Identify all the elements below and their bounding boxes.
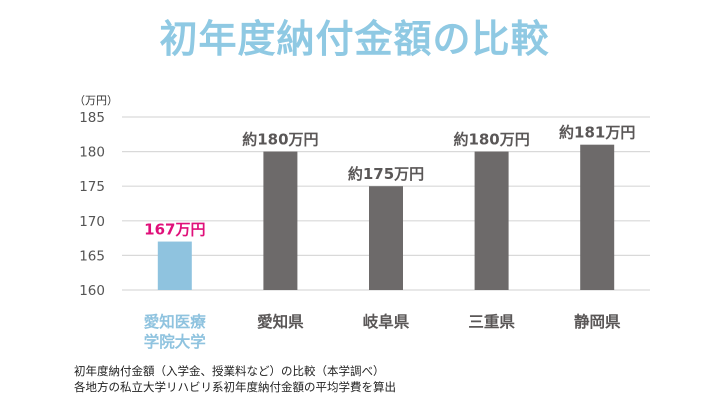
- data-label: 約175万円: [348, 165, 424, 183]
- x-tick-label: 愛知医療: [144, 312, 207, 331]
- footnotes: 初年度納付金額（入学金、授業料など）の比較（本学調べ） 各地方の私立大学リハビリ…: [74, 363, 396, 395]
- bar: [580, 144, 615, 290]
- data-label: 約180万円: [242, 131, 318, 149]
- data-label: 167万円: [144, 221, 205, 239]
- y-tick-label: 185: [79, 110, 105, 126]
- x-tick-label: 愛知県: [257, 312, 304, 331]
- y-tick-label: 165: [79, 248, 105, 264]
- bar: [263, 151, 298, 290]
- y-tick-label: 170: [79, 214, 105, 230]
- x-tick-label: 三重県: [468, 312, 515, 331]
- bar: [474, 151, 509, 290]
- data-label: 約180万円: [453, 131, 529, 149]
- footnote-1: 初年度納付金額（入学金、授業料など）の比較（本学調べ）: [74, 364, 385, 378]
- x-tick-label: 学院大学: [144, 332, 206, 351]
- data-label: 約181万円: [559, 124, 635, 142]
- y-tick-label: 175: [79, 179, 105, 195]
- bar: [369, 186, 403, 290]
- x-tick-label: 静岡県: [574, 312, 621, 331]
- x-tick-label: 岐阜県: [363, 312, 410, 331]
- footnote-2: 各地方の私立大学リハビリ系初年度納付金額の平均学費を算出: [74, 380, 396, 394]
- chart-title: 初年度納付金額の比較: [159, 17, 550, 61]
- y-tick-label: 180: [79, 145, 105, 161]
- y-tick-label: 160: [79, 283, 105, 299]
- bar: [157, 241, 192, 290]
- y-axis-unit-label: （万円）: [74, 94, 118, 107]
